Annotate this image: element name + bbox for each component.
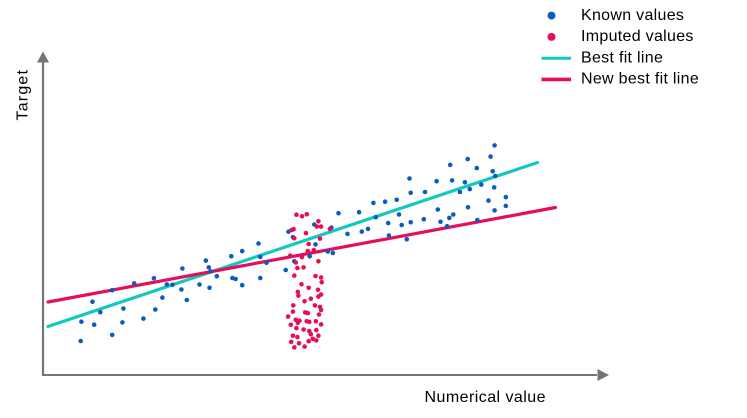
- svg-text:Numerical value: Numerical value: [425, 389, 546, 406]
- svg-text:Imputed values: Imputed values: [581, 28, 694, 45]
- svg-text:Target: Target: [15, 69, 32, 121]
- svg-text:Best fit line: Best fit line: [581, 50, 663, 67]
- svg-text:New best fit line: New best fit line: [581, 71, 699, 88]
- svg-text:Known values: Known values: [581, 7, 684, 24]
